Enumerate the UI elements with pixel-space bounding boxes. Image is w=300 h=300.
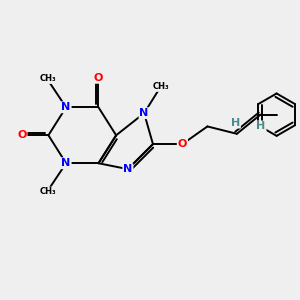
Text: N: N: [123, 164, 133, 174]
Text: H: H: [231, 118, 240, 128]
Text: N: N: [140, 108, 149, 118]
Text: N: N: [61, 158, 71, 168]
Text: H: H: [256, 122, 266, 131]
Text: CH₃: CH₃: [40, 74, 57, 83]
Text: O: O: [178, 139, 187, 149]
Text: O: O: [94, 73, 103, 83]
Text: CH₃: CH₃: [40, 187, 57, 196]
Text: CH₃: CH₃: [153, 82, 169, 91]
Text: O: O: [17, 130, 27, 140]
Text: N: N: [61, 102, 71, 112]
